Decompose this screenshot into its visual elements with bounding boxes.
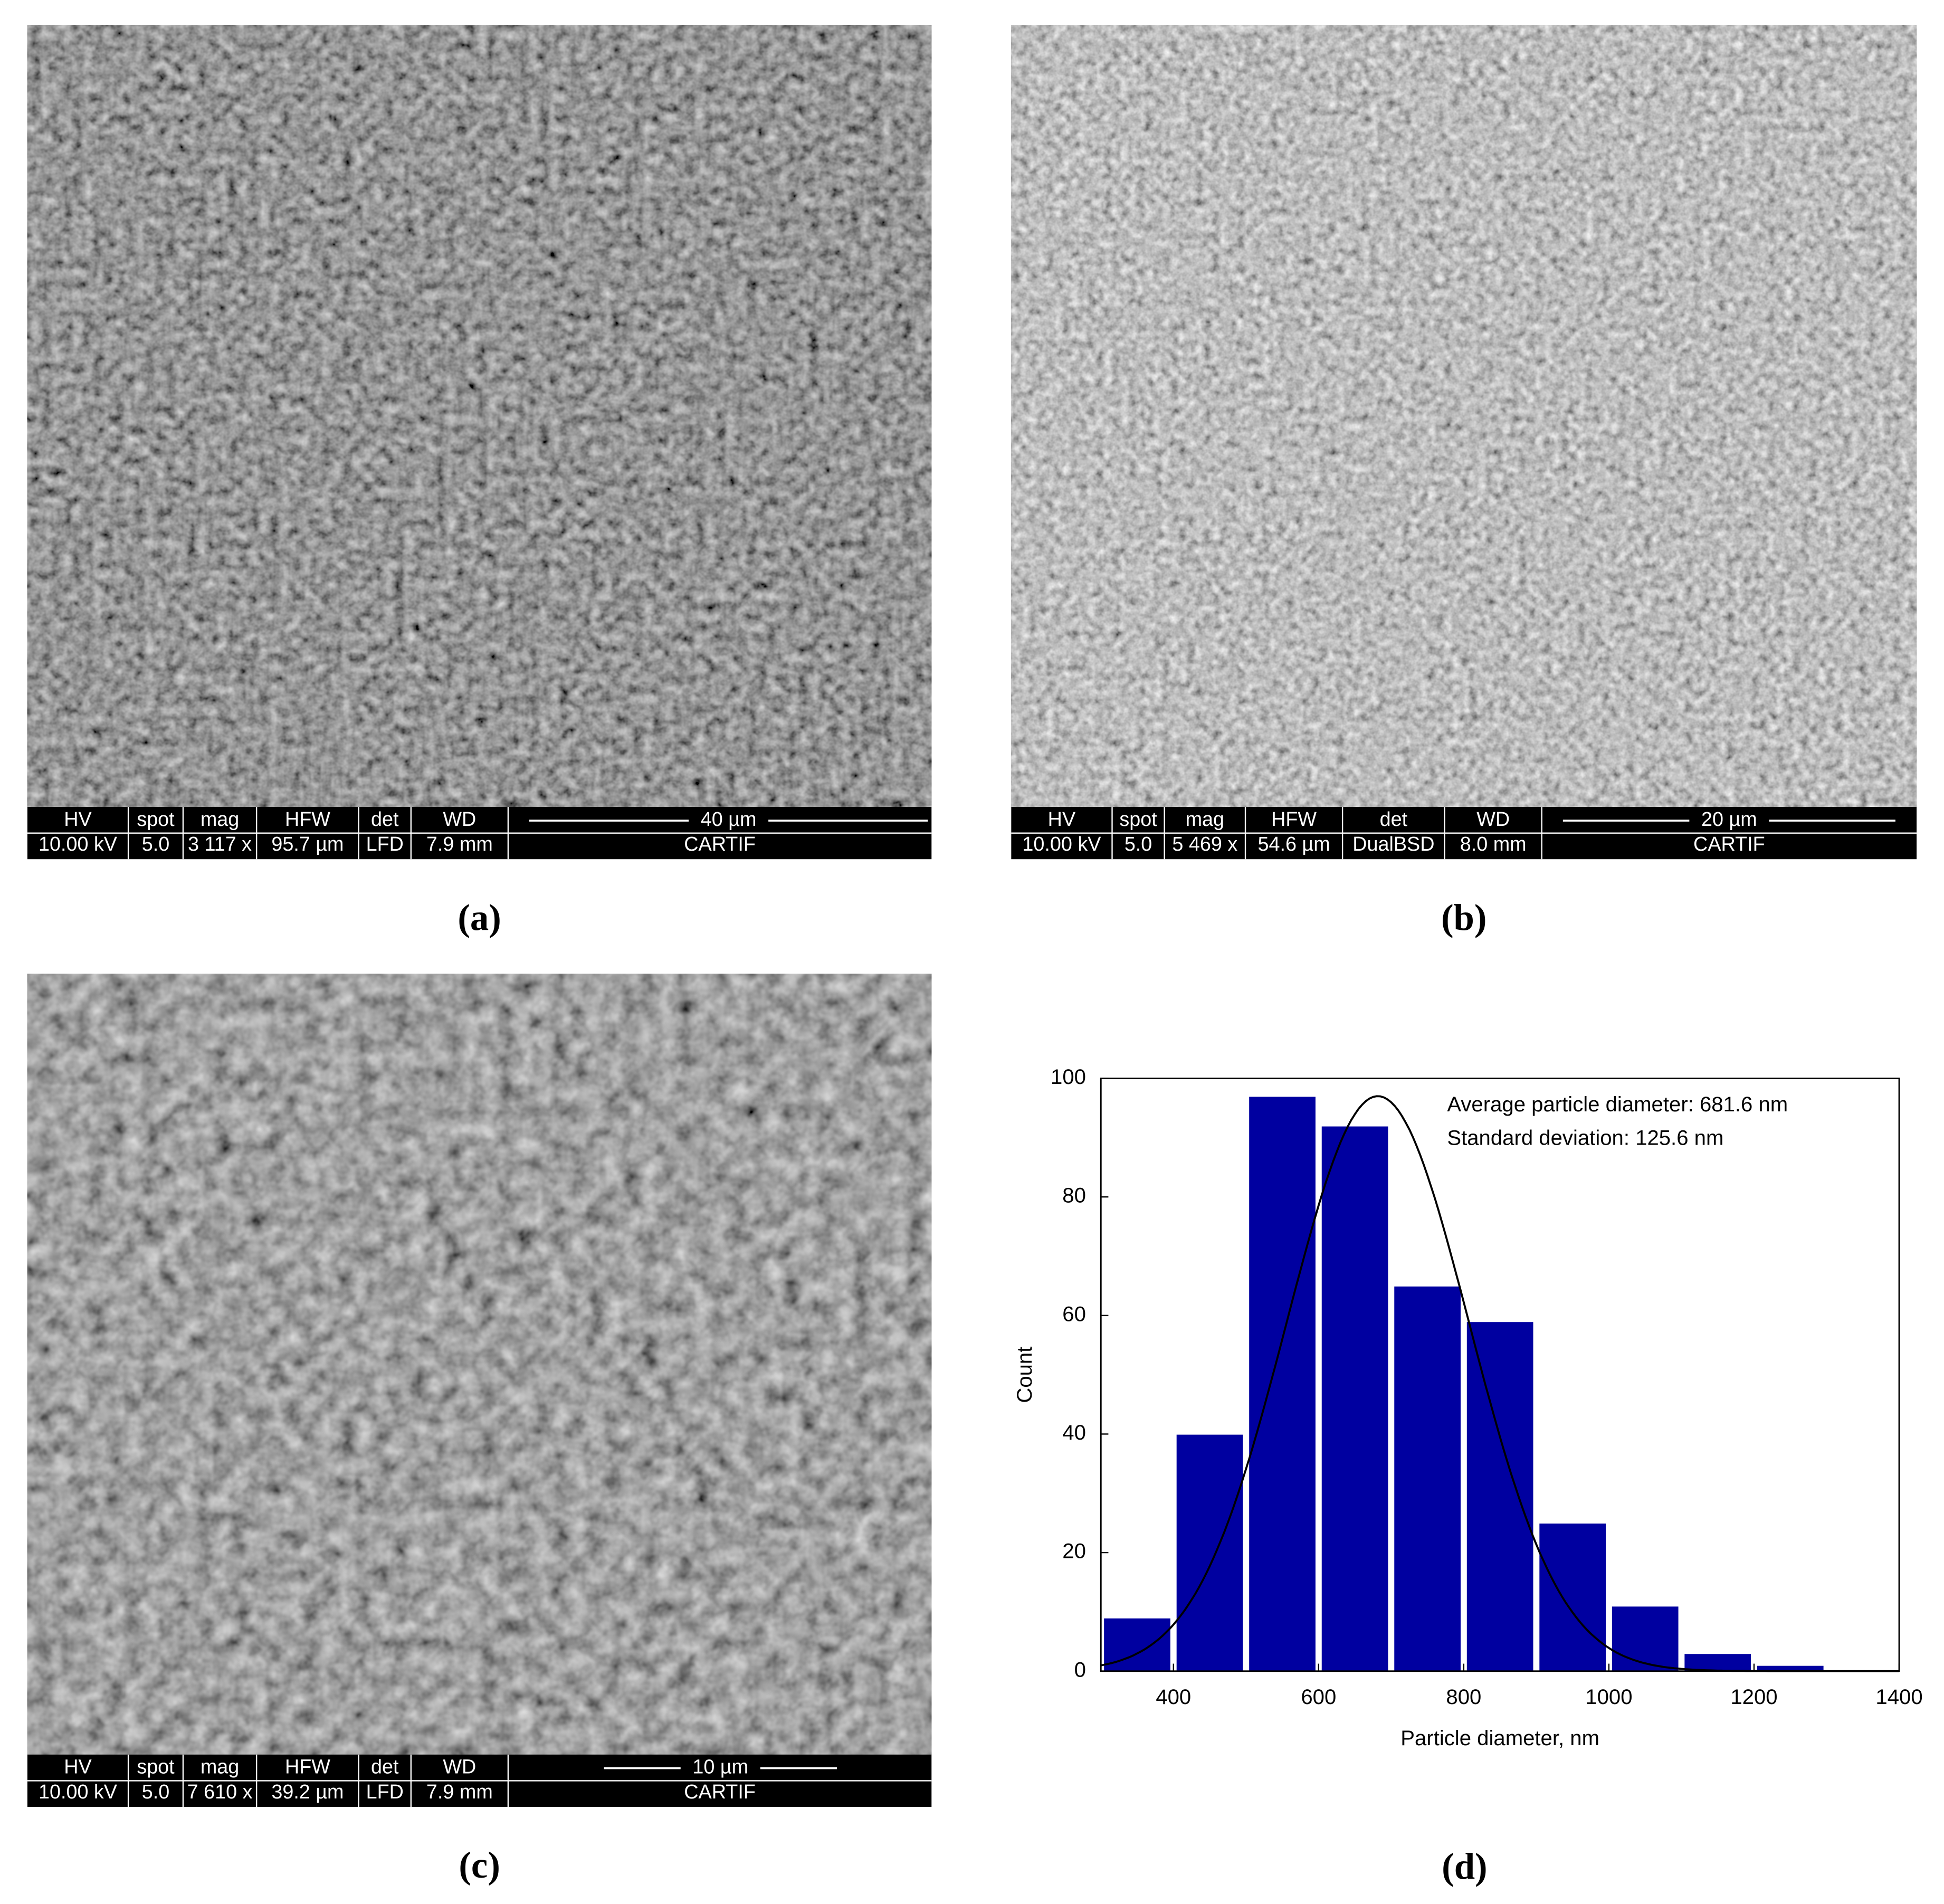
info-header: mag xyxy=(1186,808,1224,830)
y-tick-label: 80 xyxy=(1062,1184,1086,1207)
annotation: Standard deviation: 125.6 nm xyxy=(1447,1127,1723,1150)
info-value: DualBSD xyxy=(1352,833,1434,855)
info-value: 5.0 xyxy=(142,1781,169,1803)
x-tick-label: 600 xyxy=(1301,1686,1336,1709)
info-value: 7 610 x xyxy=(187,1781,253,1803)
bar xyxy=(1611,1605,1680,1672)
info-header: WD xyxy=(443,1756,476,1778)
x-tick-label: 1200 xyxy=(1730,1686,1777,1709)
y-tick-label: 100 xyxy=(1051,1065,1086,1089)
x-axis-label: Particle diameter, nm xyxy=(1400,1727,1599,1750)
info-header: spot xyxy=(1119,808,1157,830)
info-header: HV xyxy=(1048,808,1076,830)
info-header: HFW xyxy=(285,1756,330,1778)
x-tick-label: 1000 xyxy=(1585,1686,1632,1709)
info-header: WD xyxy=(443,808,476,830)
info-header: det xyxy=(371,1756,399,1778)
panel-label: (c) xyxy=(459,1845,500,1886)
info-value: LFD xyxy=(366,833,404,855)
lab-name: CARTIF xyxy=(1693,833,1765,855)
lab-name: CARTIF xyxy=(684,1781,756,1803)
info-value: 10.00 kV xyxy=(1022,833,1101,855)
info-header: det xyxy=(1380,808,1408,830)
scale-bar-gap xyxy=(1689,809,1769,832)
scale-bar-label: 10 µm xyxy=(692,1756,748,1778)
scale-bar-label: 20 µm xyxy=(1701,808,1757,830)
y-tick-label: 60 xyxy=(1062,1302,1086,1326)
plot-frame xyxy=(1100,1078,1900,1672)
lab-name: CARTIF xyxy=(684,833,756,855)
info-header: HFW xyxy=(285,808,330,830)
bar xyxy=(1465,1320,1535,1672)
info-header: HV xyxy=(64,1756,92,1778)
x-tick-label: 400 xyxy=(1156,1686,1191,1709)
info-header: mag xyxy=(201,808,239,830)
y-axis-label: Count xyxy=(1013,1347,1036,1403)
info-value: 5 469 x xyxy=(1172,833,1237,855)
info-value: 7.9 mm xyxy=(426,1781,493,1803)
y-tick-label: 20 xyxy=(1062,1540,1086,1563)
info-header: spot xyxy=(137,808,175,830)
panel-label: (d) xyxy=(1442,1846,1488,1888)
bar xyxy=(1175,1433,1244,1672)
info-value: 7.9 mm xyxy=(426,833,493,855)
info-value: 8.0 mm xyxy=(1460,833,1527,855)
scale-bar-gap xyxy=(689,809,769,832)
sem-image xyxy=(27,25,932,807)
sem-image xyxy=(1011,25,1917,807)
y-tick-label: 0 xyxy=(1074,1658,1086,1681)
info-value: 3 117 x xyxy=(188,833,252,855)
info-header: HV xyxy=(64,808,92,830)
bar xyxy=(1320,1125,1389,1672)
bar xyxy=(1393,1285,1462,1672)
info-header: spot xyxy=(137,1756,175,1778)
info-value: 39.2 µm xyxy=(271,1781,344,1803)
info-header: WD xyxy=(1476,808,1510,830)
scale-bar-gap xyxy=(680,1757,760,1780)
info-value: 95.7 µm xyxy=(271,833,344,855)
scale-bar-label: 40 µm xyxy=(701,808,757,830)
annotation: Average particle diameter: 681.6 nm xyxy=(1447,1093,1788,1116)
bar xyxy=(1247,1096,1317,1672)
bar xyxy=(1683,1652,1752,1672)
sem-image xyxy=(27,974,932,1755)
info-value: 10.00 kV xyxy=(39,1781,118,1803)
info-value: 10.00 kV xyxy=(39,833,118,855)
info-header: det xyxy=(371,808,399,830)
y-tick-label: 40 xyxy=(1062,1421,1086,1444)
panel-label: (a) xyxy=(458,897,501,938)
info-value: 5.0 xyxy=(142,833,169,855)
x-tick-label: 1400 xyxy=(1875,1686,1922,1709)
info-value: 5.0 xyxy=(1125,833,1152,855)
x-tick-label: 800 xyxy=(1446,1686,1481,1709)
bar xyxy=(1538,1522,1607,1672)
info-header: HFW xyxy=(1271,808,1317,830)
info-header: mag xyxy=(201,1756,239,1778)
info-value: LFD xyxy=(366,1781,404,1803)
info-value: 54.6 µm xyxy=(1257,833,1330,855)
panel-label: (b) xyxy=(1441,897,1487,938)
